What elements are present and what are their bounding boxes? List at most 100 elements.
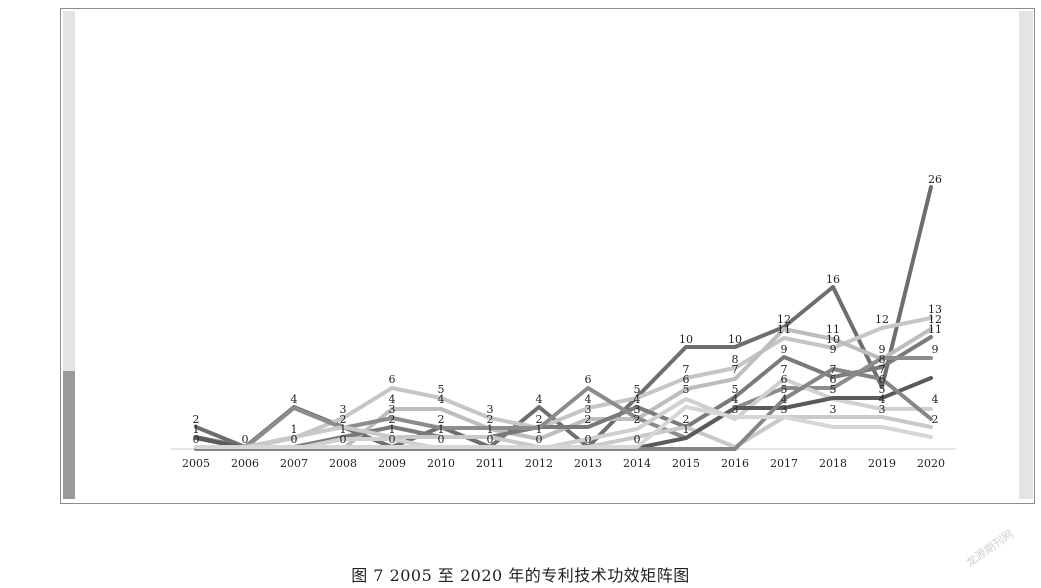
x-tick-label: 2013 <box>574 457 602 470</box>
x-tick-label: 2008 <box>329 457 357 470</box>
x-tick-label: 2020 <box>917 457 945 470</box>
data-label: 7 <box>683 363 690 376</box>
data-label: 1 <box>487 423 494 436</box>
data-label: 6 <box>585 373 592 386</box>
series-line-2 <box>194 316 933 450</box>
x-tick-label: 2007 <box>280 457 308 470</box>
data-label: 0 <box>340 433 347 446</box>
data-label: 2 <box>683 413 690 426</box>
data-label: 2 <box>389 413 396 426</box>
data-label: 1 <box>291 423 298 436</box>
data-label: 6 <box>830 373 837 386</box>
data-label: 6 <box>879 373 886 386</box>
x-tick-label: 2009 <box>378 457 406 470</box>
data-label: 8 <box>732 353 739 366</box>
data-label: 2 <box>634 413 641 426</box>
data-label: 1 <box>536 423 543 436</box>
data-label: 4 <box>781 393 788 406</box>
data-label: 3 <box>389 403 396 416</box>
x-tick-label: 2010 <box>427 457 455 470</box>
data-label: 4 <box>438 393 445 406</box>
data-label: 2 <box>585 413 592 426</box>
data-label: 0 <box>291 433 298 446</box>
data-label: 0 <box>536 433 543 446</box>
data-label: 12 <box>777 313 791 326</box>
data-label: 7 <box>781 363 788 376</box>
data-label: 3 <box>830 403 837 416</box>
data-label: 1 <box>389 423 396 436</box>
figure-caption: 图 7 2005 至 2020 年的专利技术功效矩阵图 <box>351 566 690 585</box>
data-label: 2 <box>932 413 939 426</box>
data-label: 16 <box>826 273 840 286</box>
data-label: 2 <box>340 413 347 426</box>
data-label: 7 <box>830 363 837 376</box>
data-label: 12 <box>928 313 942 326</box>
data-label: 0 <box>585 433 592 446</box>
data-label: 0 <box>634 433 641 446</box>
data-label: 26 <box>928 173 942 186</box>
left-scroll-thumb <box>63 371 75 499</box>
x-tick-label: 2005 <box>182 457 210 470</box>
data-label: 4 <box>536 393 543 406</box>
data-label: 4 <box>879 393 886 406</box>
data-label: 11 <box>777 323 791 336</box>
data-label: 5 <box>830 383 837 396</box>
data-label: 3 <box>781 403 788 416</box>
data-label: 8 <box>879 353 886 366</box>
data-label: 0 <box>242 433 249 446</box>
data-label: 4 <box>585 393 592 406</box>
data-label: 11 <box>928 323 942 336</box>
data-label: 7 <box>732 363 739 376</box>
data-label: 10 <box>679 333 693 346</box>
data-label: 4 <box>291 393 298 406</box>
data-label: 9 <box>830 343 837 356</box>
data-label: 2 <box>438 413 445 426</box>
data-label: 10 <box>826 333 840 346</box>
data-label: 7 <box>879 363 886 376</box>
data-label: 1 <box>340 423 347 436</box>
x-tick-label: 2018 <box>819 457 847 470</box>
data-label: 3 <box>340 403 347 416</box>
data-label: 6 <box>389 373 396 386</box>
data-label: 3 <box>487 403 494 416</box>
data-label: 9 <box>879 343 886 356</box>
chart-svg: 0510152025302005200620072008200920102011… <box>63 11 1033 499</box>
data-label: 3 <box>732 403 739 416</box>
data-label: 11 <box>826 323 840 336</box>
data-label: 0 <box>193 433 200 446</box>
data-label: 2 <box>487 413 494 426</box>
x-tick-label: 2014 <box>623 457 651 470</box>
series-line-10 <box>194 405 933 449</box>
data-label: 6 <box>781 373 788 386</box>
x-tick-label: 2019 <box>868 457 896 470</box>
data-label: 9 <box>781 343 788 356</box>
x-tick-label: 2012 <box>525 457 553 470</box>
data-label: 3 <box>585 403 592 416</box>
right-scroll-track <box>1019 11 1033 499</box>
data-label: 5 <box>683 383 690 396</box>
data-label: 1 <box>683 423 690 436</box>
series-line-6 <box>194 377 933 451</box>
data-label: 0 <box>487 433 494 446</box>
chart-frame: 0510152025302005200620072008200920102011… <box>60 8 1035 504</box>
data-label: 12 <box>875 313 889 326</box>
x-tick-label: 2016 <box>721 457 749 470</box>
x-tick-label: 2017 <box>770 457 798 470</box>
data-label: 4 <box>932 393 939 406</box>
data-label: 6 <box>683 373 690 386</box>
data-label: 3 <box>634 403 641 416</box>
data-label: 0 <box>438 433 445 446</box>
data-label: 5 <box>732 383 739 396</box>
data-label: 2 <box>536 413 543 426</box>
data-label: 10 <box>728 333 742 346</box>
data-label: 5 <box>438 383 445 396</box>
data-label: 2 <box>193 413 200 426</box>
data-label: 5 <box>879 383 886 396</box>
data-label: 9 <box>932 343 939 356</box>
data-label: 1 <box>438 423 445 436</box>
data-label: 3 <box>879 403 886 416</box>
data-label: 13 <box>928 303 942 316</box>
x-tick-label: 2006 <box>231 457 259 470</box>
x-tick-label: 2015 <box>672 457 700 470</box>
data-label: 0 <box>389 433 396 446</box>
